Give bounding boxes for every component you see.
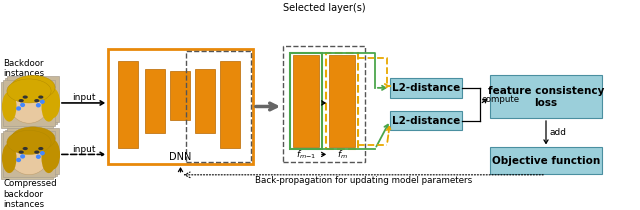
Bar — [490, 147, 602, 174]
Ellipse shape — [6, 88, 20, 118]
Bar — [490, 75, 602, 118]
Bar — [108, 49, 253, 164]
Ellipse shape — [45, 140, 60, 169]
Bar — [145, 69, 165, 133]
Ellipse shape — [7, 130, 51, 154]
Text: Selected layer(s): Selected layer(s) — [283, 3, 365, 13]
Bar — [390, 111, 462, 130]
Ellipse shape — [13, 79, 53, 120]
Bar — [390, 78, 462, 98]
Circle shape — [20, 154, 25, 159]
Ellipse shape — [11, 127, 55, 151]
Text: compute: compute — [482, 95, 520, 104]
Bar — [283, 46, 365, 161]
Ellipse shape — [9, 83, 49, 123]
Text: Back-propagation for updating model parameters: Back-propagation for updating model para… — [255, 176, 472, 185]
Circle shape — [40, 100, 45, 104]
Bar — [293, 55, 319, 147]
Text: add: add — [550, 128, 567, 137]
Bar — [3, 80, 55, 126]
Circle shape — [40, 151, 45, 155]
Ellipse shape — [34, 151, 40, 154]
Ellipse shape — [38, 96, 44, 99]
Circle shape — [16, 106, 21, 111]
Ellipse shape — [11, 75, 55, 99]
Text: input: input — [72, 93, 95, 102]
Ellipse shape — [19, 151, 24, 154]
Text: DNN: DNN — [170, 152, 192, 162]
Bar — [7, 76, 59, 122]
Bar — [5, 78, 57, 124]
Ellipse shape — [34, 99, 40, 102]
Circle shape — [36, 103, 41, 108]
Ellipse shape — [22, 96, 28, 99]
Bar — [170, 71, 190, 120]
Ellipse shape — [2, 143, 17, 173]
Text: Objective function: Objective function — [492, 156, 600, 166]
Bar — [186, 51, 251, 162]
Bar — [118, 61, 138, 148]
Ellipse shape — [42, 143, 56, 173]
Bar — [3, 131, 55, 177]
Bar — [290, 53, 322, 149]
Circle shape — [16, 158, 21, 162]
Circle shape — [20, 103, 25, 107]
Bar — [195, 69, 215, 133]
Text: L2-distance: L2-distance — [392, 83, 460, 93]
Bar — [7, 128, 59, 174]
Ellipse shape — [9, 134, 49, 175]
Ellipse shape — [19, 99, 24, 102]
Text: Backdoor
instances: Backdoor instances — [3, 59, 44, 78]
Ellipse shape — [13, 131, 53, 171]
Text: L2-distance: L2-distance — [392, 116, 460, 126]
Bar — [1, 82, 53, 128]
Text: feature consistency
loss: feature consistency loss — [488, 86, 604, 108]
Ellipse shape — [42, 92, 56, 122]
Bar — [5, 130, 57, 176]
Bar — [326, 53, 358, 149]
Bar — [220, 61, 240, 148]
Circle shape — [36, 155, 41, 159]
Text: input: input — [72, 145, 95, 154]
Ellipse shape — [2, 92, 17, 122]
Ellipse shape — [45, 88, 60, 118]
Text: $f_{m\mathregular{-}1}$: $f_{m\mathregular{-}1}$ — [296, 148, 316, 161]
Ellipse shape — [22, 147, 28, 150]
Text: $f_{m}$: $f_{m}$ — [337, 148, 348, 161]
Ellipse shape — [6, 140, 20, 169]
Text: Compressed
backdoor
instances: Compressed backdoor instances — [3, 179, 56, 209]
Ellipse shape — [7, 79, 51, 103]
Bar — [329, 55, 355, 147]
Bar — [1, 133, 53, 179]
Ellipse shape — [38, 147, 44, 150]
